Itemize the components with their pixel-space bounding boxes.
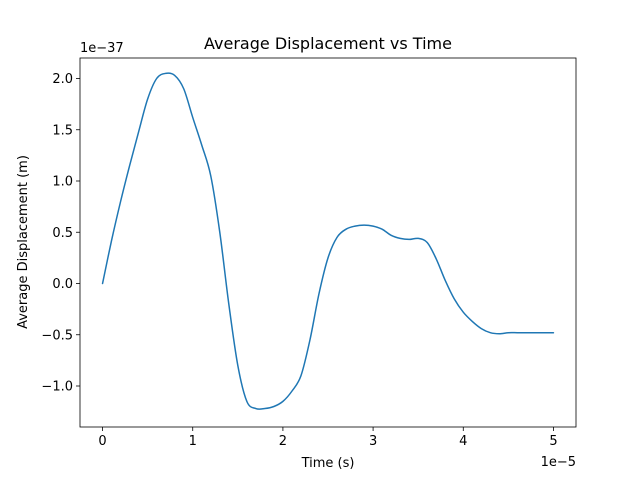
x-tick-label: 1 bbox=[189, 434, 197, 449]
x-tick-label: 2 bbox=[279, 434, 287, 449]
x-tick-label: 3 bbox=[369, 434, 377, 449]
x-tick-label: 5 bbox=[549, 434, 557, 449]
y-axis-label: Average Displacement (m) bbox=[16, 155, 31, 329]
y-tick-label: 2.0 bbox=[52, 72, 73, 87]
x-tick-label: 0 bbox=[98, 434, 106, 449]
y-tick-label: 1.0 bbox=[52, 175, 73, 190]
y-tick-label: 1.5 bbox=[52, 123, 73, 138]
y-tick-label: −1.0 bbox=[41, 380, 73, 395]
plot-frame bbox=[79, 57, 577, 428]
y-tick-label: 0.0 bbox=[52, 277, 73, 292]
y-tick-label: −0.5 bbox=[41, 328, 73, 343]
y-offset-label: 1e−37 bbox=[80, 41, 124, 56]
y-axis-ticks: −1.0 −0.5 0.0 0.5 1.0 1.5 2.0 bbox=[41, 72, 80, 395]
x-offset-label: 1e−5 bbox=[541, 455, 576, 470]
x-axis-ticks: 0 1 2 3 4 5 bbox=[98, 427, 558, 449]
y-tick-label: 0.5 bbox=[52, 226, 73, 241]
plot-area bbox=[80, 58, 576, 427]
chart-title: Average Displacement vs Time bbox=[204, 34, 452, 53]
x-tick-label: 4 bbox=[459, 434, 467, 449]
series-line bbox=[101, 72, 555, 410]
x-axis-label: Time (s) bbox=[301, 456, 355, 471]
